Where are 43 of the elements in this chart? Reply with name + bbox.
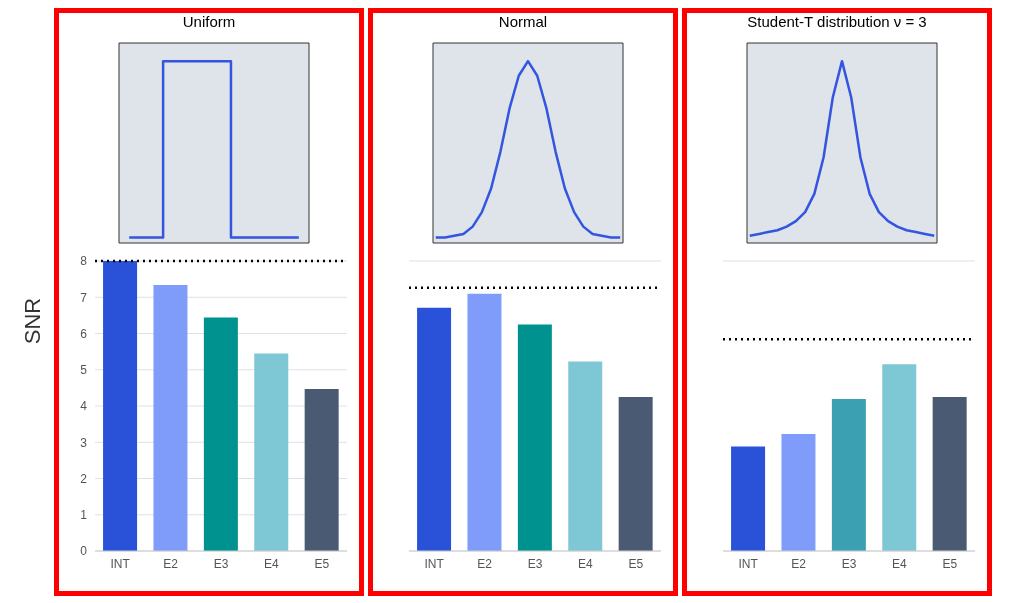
x-tick-label: E2: [477, 556, 493, 571]
bar: [467, 293, 502, 551]
x-tick-label: E4: [264, 556, 280, 571]
y-tick-label: 2: [80, 471, 88, 486]
x-tick-label: E4: [578, 556, 594, 571]
y-tick-label: 8: [80, 254, 88, 269]
bar: [568, 361, 603, 551]
y-tick-label: 4: [80, 399, 88, 414]
x-tick-label: E5: [314, 556, 330, 571]
y-tick-label: 5: [80, 363, 88, 378]
bar: [153, 284, 188, 551]
y-tick-label: 7: [80, 290, 88, 305]
x-tick-label: E4: [892, 556, 908, 571]
bar: [417, 307, 452, 551]
bar: [103, 261, 138, 551]
bar: [831, 399, 866, 551]
bar: [254, 353, 289, 551]
chart-title: Uniform: [181, 13, 237, 32]
chart-title: Student-T distribution ν = 3: [746, 13, 928, 32]
x-tick-label: E2: [163, 556, 179, 571]
bar: [618, 396, 653, 551]
chart-title: Normal: [497, 13, 549, 32]
bar: [932, 396, 967, 551]
x-tick-label: INT: [110, 556, 131, 571]
x-tick-label: E3: [213, 556, 229, 571]
bar: [304, 388, 339, 551]
bar: [781, 433, 816, 551]
y-tick-label: 1: [80, 508, 88, 523]
y-tick-label: 3: [80, 435, 88, 450]
bar: [517, 324, 552, 551]
y-axis-title: SNR: [20, 297, 47, 345]
x-tick-label: E3: [841, 556, 857, 571]
x-tick-label: E2: [791, 556, 807, 571]
x-tick-label: E5: [628, 556, 644, 571]
bar: [203, 317, 238, 551]
y-tick-label: 0: [80, 544, 88, 559]
x-tick-label: INT: [424, 556, 445, 571]
x-tick-label: E3: [527, 556, 543, 571]
x-tick-label: E5: [942, 556, 958, 571]
y-tick-label: 6: [80, 326, 88, 341]
bar: [882, 364, 917, 551]
bar: [731, 446, 766, 551]
x-tick-label: INT: [738, 556, 759, 571]
